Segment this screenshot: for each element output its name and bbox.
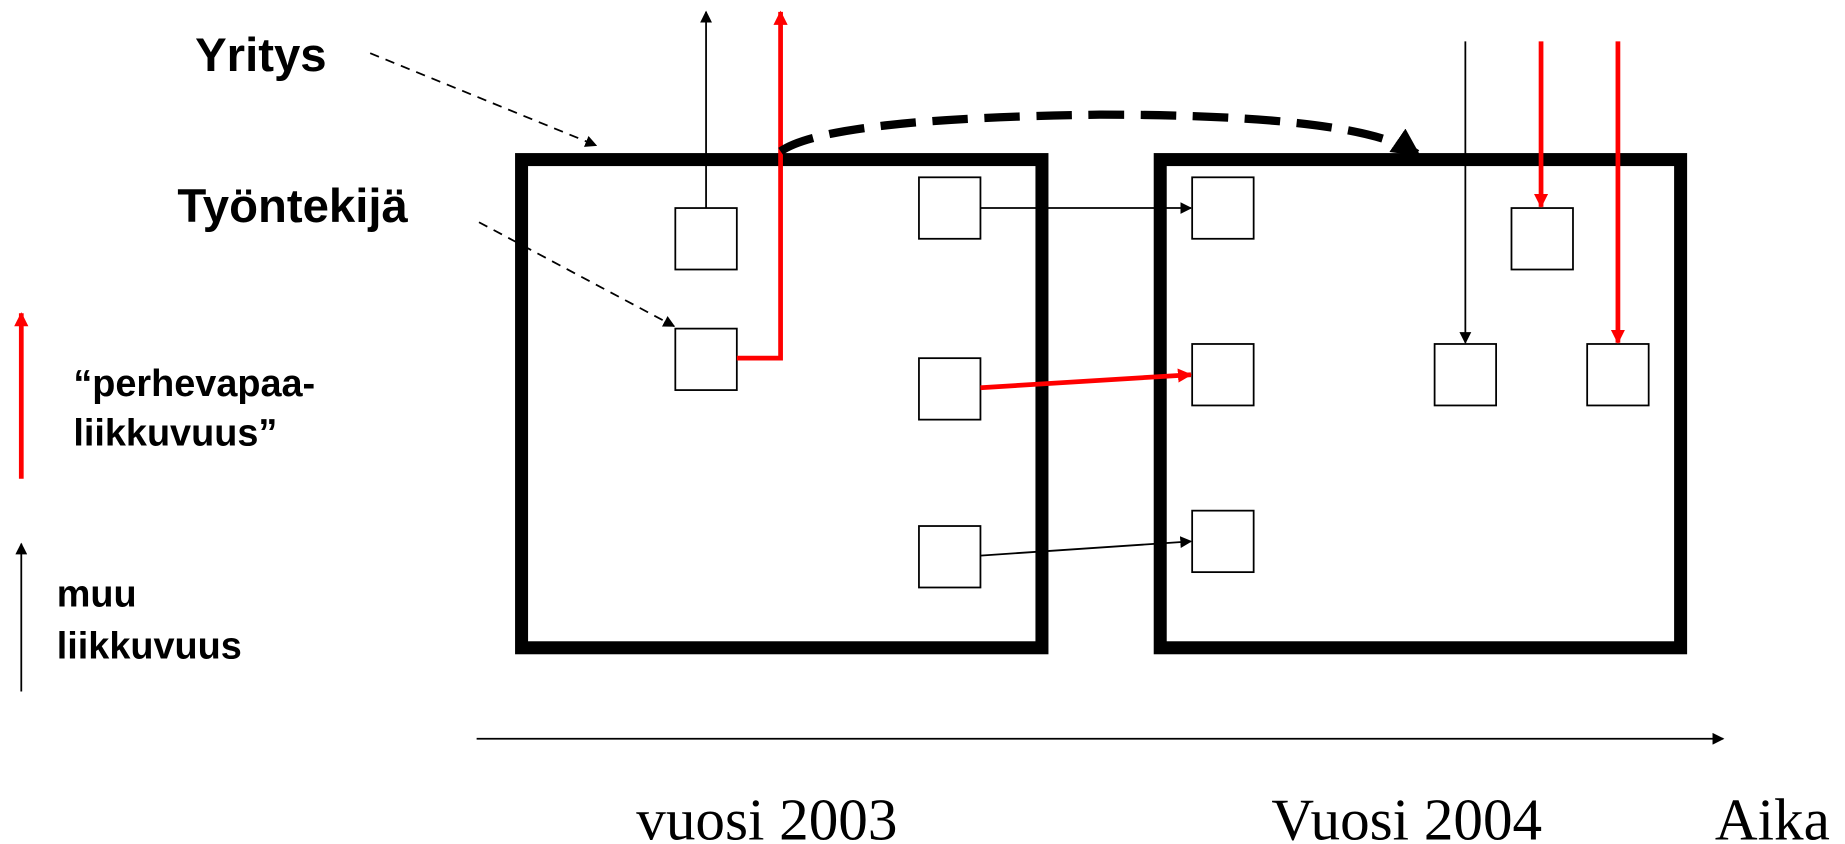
pointer xyxy=(369,52,598,147)
company-continuity xyxy=(778,110,1421,158)
company-2004 xyxy=(1153,153,1688,655)
company-label: Yritys xyxy=(195,29,326,82)
employee xyxy=(1586,343,1650,407)
employee xyxy=(918,176,982,240)
employee xyxy=(1191,343,1255,407)
flows xyxy=(14,10,1725,745)
legend-text: “perhevapaa- xyxy=(73,363,315,405)
family-move xyxy=(980,368,1193,391)
employee xyxy=(1191,509,1255,574)
employee xyxy=(1510,207,1574,271)
family-exit xyxy=(736,10,788,361)
year-label: vuosi 2003 xyxy=(636,786,897,844)
legend-text: muu xyxy=(57,573,137,615)
employee xyxy=(1433,343,1497,407)
year-label: Vuosi 2004 xyxy=(1271,786,1542,844)
pointer xyxy=(478,221,676,328)
legend-text: liikkuvuus” xyxy=(73,413,277,455)
axis-label: Aika xyxy=(1715,786,1830,844)
employee xyxy=(674,327,738,391)
employee xyxy=(918,357,982,421)
employee-label: Työntekijä xyxy=(177,180,408,233)
legend-text: liikkuvuus xyxy=(57,625,242,667)
other-move xyxy=(980,536,1193,557)
employee xyxy=(1191,176,1255,240)
employee xyxy=(918,525,982,589)
employees xyxy=(674,176,1650,589)
employee xyxy=(674,207,738,271)
